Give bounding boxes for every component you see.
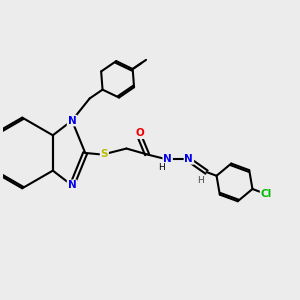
Text: N: N <box>163 154 172 164</box>
Text: H: H <box>197 176 204 185</box>
Text: N: N <box>184 154 193 164</box>
Text: O: O <box>135 128 144 138</box>
Text: H: H <box>158 163 165 172</box>
Text: S: S <box>100 149 108 159</box>
Text: N: N <box>68 180 76 190</box>
Text: N: N <box>68 116 76 126</box>
Text: Cl: Cl <box>261 189 272 199</box>
